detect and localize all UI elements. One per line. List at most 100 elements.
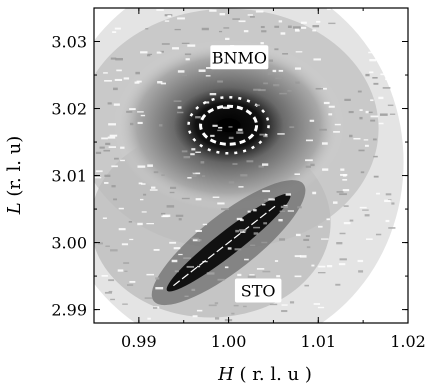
speck (137, 165, 146, 168)
speck (369, 59, 377, 62)
speck (169, 241, 177, 244)
speck (282, 53, 289, 55)
speck (145, 28, 149, 30)
speck (95, 170, 103, 173)
speck (152, 307, 158, 309)
speck (295, 81, 300, 84)
speck (176, 111, 184, 114)
speck (204, 101, 210, 104)
speck (147, 164, 153, 167)
x-tick-label: 0.99 (121, 332, 157, 351)
speck (169, 191, 175, 194)
speck (287, 25, 292, 28)
speck (258, 89, 266, 92)
speck (358, 270, 364, 273)
speck (120, 159, 125, 162)
speck (253, 209, 257, 212)
speck (107, 136, 116, 139)
speck (103, 149, 111, 152)
speck (283, 204, 288, 207)
speck (113, 87, 118, 91)
speck (104, 291, 112, 294)
speck (294, 275, 302, 278)
speck (263, 199, 269, 201)
speck (172, 47, 179, 50)
speck (178, 218, 182, 221)
speck (349, 219, 354, 222)
speck (272, 69, 277, 73)
speck (353, 137, 361, 140)
speck (218, 30, 223, 33)
speck (323, 101, 330, 105)
speck (107, 102, 112, 105)
speck (146, 54, 151, 57)
speck (348, 110, 354, 114)
speck (212, 124, 218, 127)
speck (225, 37, 230, 41)
speck (237, 128, 243, 131)
speck (187, 44, 196, 47)
speck (274, 25, 280, 28)
intensity-map (94, 8, 404, 323)
speck (155, 287, 164, 290)
speck (173, 100, 182, 102)
speck (236, 131, 244, 134)
speck (240, 231, 246, 233)
speck (255, 104, 260, 107)
speck (362, 209, 369, 211)
speck (326, 8, 331, 11)
speck (224, 266, 229, 269)
speck (206, 67, 213, 69)
speck (234, 248, 242, 251)
speck (161, 215, 169, 218)
speck (195, 198, 202, 201)
speck (221, 208, 229, 211)
speck (210, 134, 215, 137)
speck (305, 235, 310, 237)
speck (187, 177, 192, 179)
speck (110, 249, 118, 252)
speck (326, 265, 333, 268)
speck (244, 258, 249, 261)
speck (140, 114, 146, 117)
speck (375, 233, 382, 236)
speck (268, 198, 275, 201)
speck (363, 139, 369, 141)
speck (388, 227, 396, 229)
speck (192, 315, 198, 318)
x-tick-label: 1.01 (300, 332, 336, 351)
speck (297, 206, 302, 209)
speck (186, 265, 195, 268)
speck (219, 13, 226, 16)
speck (166, 205, 175, 208)
speck (258, 165, 264, 168)
x-axis-unit: ( r. l. u ) (234, 364, 312, 385)
speck (128, 221, 133, 223)
x-axis: 0.99 1.00 1.01 1.02 (93, 8, 426, 351)
speck (294, 67, 301, 70)
speck (239, 229, 247, 232)
speck (236, 217, 243, 221)
speck (105, 245, 110, 247)
speck (177, 70, 185, 73)
speck (313, 303, 321, 305)
speck (156, 9, 164, 11)
speck (259, 133, 266, 136)
speck (261, 163, 269, 166)
speck (108, 279, 115, 282)
speck (370, 119, 376, 122)
speck (151, 186, 156, 189)
speck (144, 297, 153, 299)
speck (373, 82, 379, 85)
speck (167, 15, 172, 18)
speck (102, 217, 107, 219)
speck (334, 123, 341, 126)
speck (299, 255, 307, 258)
speck (223, 27, 230, 29)
speck (217, 202, 225, 205)
speck (339, 232, 346, 235)
y-tick-label: 3.01 (51, 167, 87, 186)
speck (294, 255, 302, 258)
speck (339, 193, 347, 196)
speck (129, 280, 136, 283)
